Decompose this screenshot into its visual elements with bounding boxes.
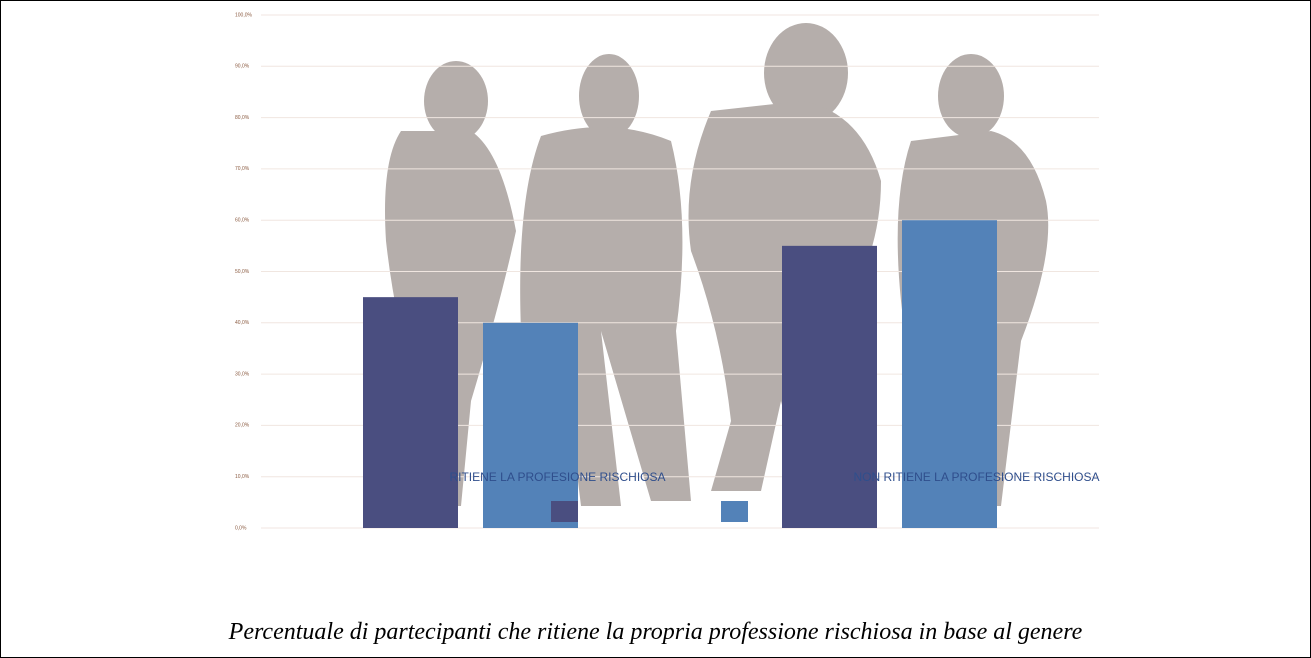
bar	[483, 322, 578, 528]
y-tick-label: 80,0%	[235, 115, 250, 121]
y-tick-label: 100,0%	[235, 12, 253, 18]
y-tick-label: 90,0%	[235, 64, 250, 70]
y-tick-label: 40,0%	[235, 320, 250, 326]
legend-swatch	[551, 501, 578, 522]
bar	[902, 220, 997, 528]
y-tick-label: 50,0%	[235, 269, 250, 275]
y-tick-label: 0,0%	[235, 525, 247, 531]
bar	[782, 245, 877, 528]
y-tick-label: 60,0%	[235, 218, 250, 224]
legend-swatch	[721, 501, 748, 522]
y-tick-label: 20,0%	[235, 423, 250, 429]
y-tick-label: 30,0%	[235, 371, 250, 377]
y-tick-label: 10,0%	[235, 474, 250, 480]
category-label: RITIENE LA PROFESIONE RISCHIOSA	[449, 470, 665, 484]
y-tick-label: 70,0%	[235, 166, 250, 172]
bar	[363, 297, 458, 528]
category-label: NON RITIENE LA PROFESIONE RISCHIOSA	[853, 470, 1099, 484]
caption: Percentuale di partecipanti che ritiene …	[228, 619, 1083, 645]
chart: 0,0% 10,0% 20,0% 30,0% 40,0% 50,0% 60,0% 70,0% 8…	[235, 12, 1100, 531]
